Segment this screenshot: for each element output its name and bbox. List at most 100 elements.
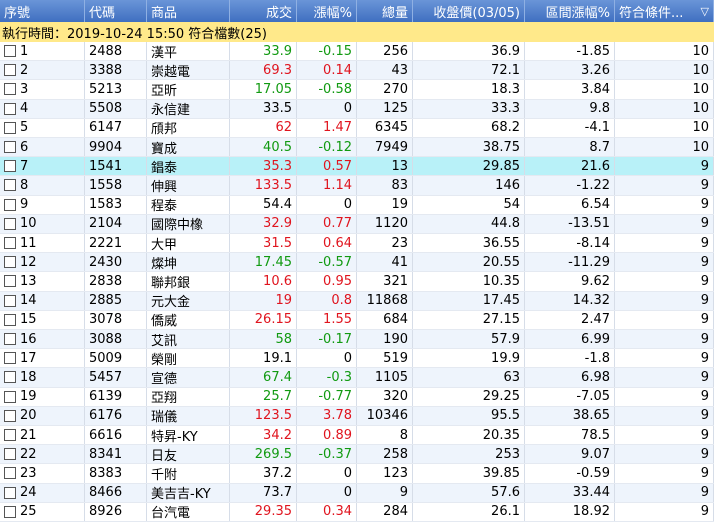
table-row[interactable]: 9 1583 程泰 54.4 0 19 54 6.54 9	[0, 195, 714, 215]
checkbox[interactable]	[4, 313, 16, 326]
price-cell: 19	[230, 291, 297, 310]
checkbox[interactable]	[4, 429, 16, 442]
checkbox[interactable]	[4, 467, 16, 480]
price-cell: 67.4	[230, 368, 297, 387]
table-row[interactable]: 12 2430 燦坤 17.45 -0.57 41 20.55 -11.29 9	[0, 253, 714, 273]
checkbox[interactable]	[4, 45, 16, 58]
checkbox[interactable]	[4, 121, 16, 134]
column-header[interactable]: 商品	[147, 0, 230, 22]
column-header[interactable]: 代碼	[85, 0, 147, 22]
range-change: -11.29	[568, 254, 610, 270]
table-row[interactable]: 13 2838 聯邦銀 10.6 0.95 321 10.35 9.62 9	[0, 272, 714, 292]
code-cell: 8926	[85, 502, 147, 521]
code: 2885	[89, 293, 123, 309]
volume: 19	[391, 197, 408, 213]
table-row[interactable]: 15 3078 僑威 26.15 1.55 684 27.15 2.47 9	[0, 310, 714, 330]
table-row[interactable]: 1 2488 漢平 33.9 -0.15 256 36.9 -1.85 10	[0, 42, 714, 62]
sort-icon[interactable]: ▽	[700, 4, 709, 18]
range-change: -1.85	[576, 43, 610, 59]
table-row[interactable]: 25 8926 台汽電 29.35 0.34 284 26.1 18.92 9	[0, 502, 714, 522]
price-cell: 17.45	[230, 253, 297, 272]
checkbox[interactable]	[4, 217, 16, 230]
checkbox[interactable]	[4, 390, 16, 403]
table-row[interactable]: 3 5213 亞昕 17.05 -0.58 270 18.3 3.84 10	[0, 80, 714, 100]
column-header[interactable]: 收盤價(03/05)	[413, 0, 525, 22]
range-change: 6.98	[581, 369, 610, 385]
seq: 17	[20, 350, 37, 366]
checkbox[interactable]	[4, 237, 16, 250]
table-row[interactable]: 20 6176 瑞儀 123.5 3.78 10346 95.5 38.65 9	[0, 406, 714, 426]
close-cell: 18.3	[413, 80, 525, 99]
change: 0	[343, 465, 352, 481]
column-header[interactable]: 漲幅%	[297, 0, 357, 22]
checkbox[interactable]	[4, 179, 16, 192]
checkbox[interactable]	[4, 160, 16, 173]
checkbox[interactable]	[4, 64, 16, 77]
table-row[interactable]: 11 2221 大甲 31.5 0.64 23 36.55 -8.14 9	[0, 234, 714, 254]
price-cell: 73.7	[230, 483, 297, 502]
price-cell: 269.5	[230, 445, 297, 464]
close-cell: 44.8	[413, 214, 525, 233]
checkbox[interactable]	[4, 102, 16, 115]
checkbox[interactable]	[4, 333, 16, 346]
table-row[interactable]: 14 2885 元大金 19 0.8 11868 17.45 14.32 9	[0, 291, 714, 311]
table-row[interactable]: 23 8383 千附 37.2 0 123 39.85 -0.59 9	[0, 464, 714, 484]
table-row[interactable]: 8 1558 伸興 133.5 1.14 83 146 -1.22 9	[0, 176, 714, 196]
table-row[interactable]: 10 2104 國際中橡 32.9 0.77 1120 44.8 -13.51 9	[0, 214, 714, 234]
column-header[interactable]: 符合條件... ▽	[615, 0, 714, 22]
price: 73.7	[263, 485, 292, 501]
checkbox[interactable]	[4, 275, 16, 288]
name-cell: 永信建	[147, 99, 230, 118]
table-row[interactable]: 18 5457 宣德 67.4 -0.3 1105 63 6.98 9	[0, 368, 714, 388]
checkbox[interactable]	[4, 409, 16, 422]
table-row[interactable]: 6 9904 寶成 40.5 -0.12 7949 38.75 8.7 10	[0, 138, 714, 158]
name-cell: 日友	[147, 445, 230, 464]
checkbox[interactable]	[4, 198, 16, 211]
name: 漢平	[151, 45, 178, 61]
seq-cell: 16	[0, 330, 85, 349]
table-row[interactable]: 22 8341 日友 269.5 -0.37 258 253 9.07 9	[0, 445, 714, 465]
range-change-cell: 38.65	[525, 406, 615, 425]
checkbox[interactable]	[4, 505, 16, 518]
close-cell: 253	[413, 445, 525, 464]
checkbox[interactable]	[4, 448, 16, 461]
checkbox[interactable]	[4, 294, 16, 307]
code-cell: 2221	[85, 234, 147, 253]
checkbox[interactable]	[4, 486, 16, 499]
seq: 8	[20, 177, 29, 193]
table-row[interactable]: 24 8466 美吉吉-KY 73.7 0 9 57.6 33.44 9	[0, 483, 714, 503]
column-header[interactable]: 成交	[230, 0, 297, 22]
column-header[interactable]: 序號	[0, 0, 85, 22]
checkbox[interactable]	[4, 256, 16, 269]
seq: 7	[20, 158, 29, 174]
code-cell: 2488	[85, 42, 147, 61]
column-header[interactable]: 總量	[357, 0, 413, 22]
close: 20.35	[482, 427, 520, 443]
volume-cell: 6345	[357, 118, 413, 137]
checkbox[interactable]	[4, 371, 16, 384]
name-cell: 千附	[147, 464, 230, 483]
close-cell: 29.85	[413, 157, 525, 176]
change-cell: -0.37	[297, 445, 357, 464]
volume-cell: 270	[357, 80, 413, 99]
checkbox[interactable]	[4, 83, 16, 96]
table-row[interactable]: 16 3088 艾訊 58 -0.17 190 57.9 6.99 9	[0, 330, 714, 350]
table-row[interactable]: 4 5508 永信建 33.5 0 125 33.3 9.8 10	[0, 99, 714, 119]
table-row[interactable]: 21 6616 特昇-KY 34.2 0.89 8 20.35 78.5 9	[0, 426, 714, 446]
checkbox[interactable]	[4, 352, 16, 365]
change: -0.3	[326, 369, 352, 385]
checkbox[interactable]	[4, 141, 16, 154]
table-row[interactable]: 17 5009 榮剛 19.1 0 519 19.9 -1.8 9	[0, 349, 714, 369]
name: 寶成	[151, 141, 178, 157]
table-row[interactable]: 2 3388 崇越電 69.3 0.14 43 72.1 3.26 10	[0, 61, 714, 81]
code: 5508	[89, 101, 123, 117]
close: 54	[503, 197, 520, 213]
change: -0.37	[318, 446, 352, 462]
table-row[interactable]: 5 6147 頎邦 62 1.47 6345 68.2 -4.1 10	[0, 118, 714, 138]
table-row[interactable]: 19 6139 亞翔 25.7 -0.77 320 29.25 -7.05 9	[0, 387, 714, 407]
table-row[interactable]: 7 1541 錩泰 35.3 0.57 13 29.85 21.6 9	[0, 157, 714, 177]
change: -0.57	[318, 254, 352, 270]
header-label: 漲幅%	[313, 5, 352, 21]
column-header[interactable]: 區間漲幅%	[525, 0, 615, 22]
match-cell: 10	[615, 61, 714, 80]
